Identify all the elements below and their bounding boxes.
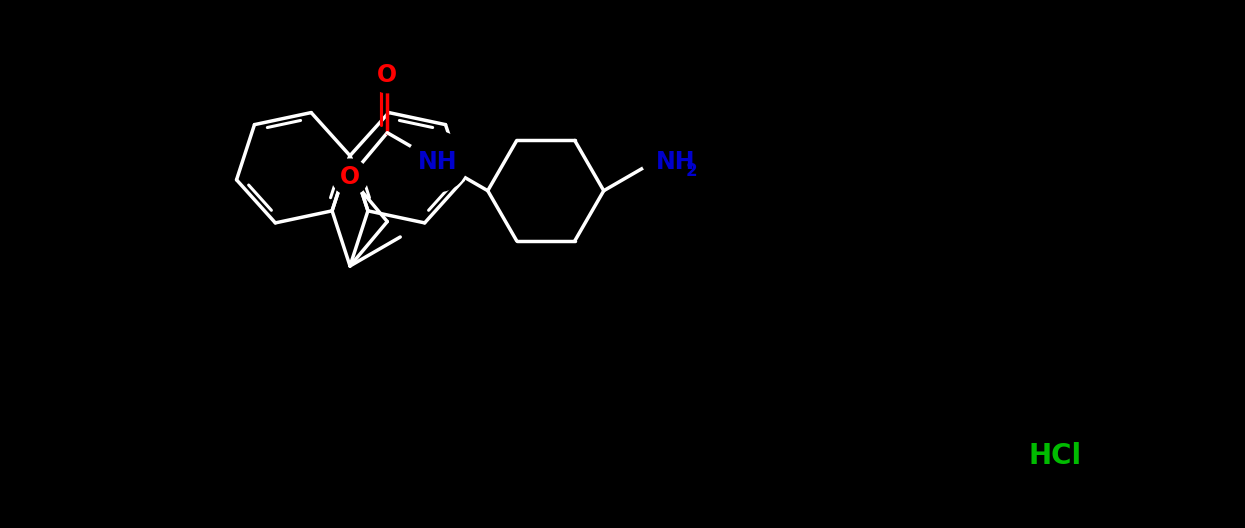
Text: 2: 2 xyxy=(686,162,697,180)
Text: NH: NH xyxy=(656,150,696,174)
Text: HCl: HCl xyxy=(1028,442,1082,470)
Text: O: O xyxy=(377,63,397,87)
Circle shape xyxy=(642,150,666,174)
Circle shape xyxy=(370,56,406,93)
Text: O: O xyxy=(340,165,360,189)
Text: NH: NH xyxy=(418,150,457,174)
Circle shape xyxy=(332,159,369,195)
Circle shape xyxy=(407,131,468,192)
